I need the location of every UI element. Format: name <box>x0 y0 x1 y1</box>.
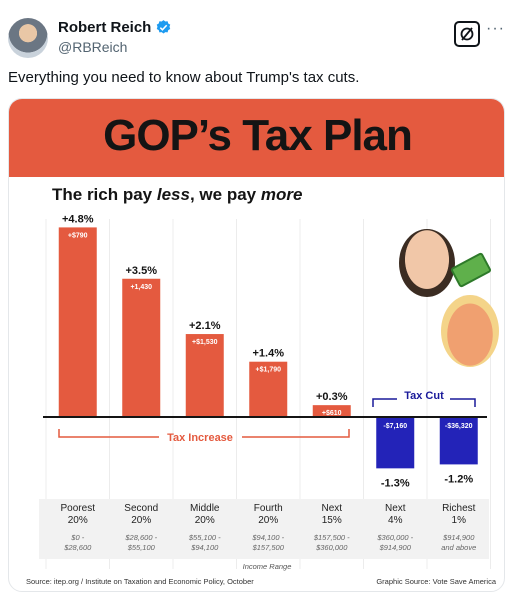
category-label: Poorest <box>61 503 96 514</box>
range-label: $914,900 <box>379 543 412 552</box>
range-label: $914,900 <box>442 533 475 542</box>
verified-badge-icon <box>155 19 172 36</box>
graphic-subtitle: The rich pay less, we pay more <box>52 185 302 205</box>
value-label: +3.5% <box>126 265 158 277</box>
value-label: -1.2% <box>444 473 473 485</box>
subtitle-part: more <box>260 185 303 204</box>
dollar-label: -$36,320 <box>445 423 473 430</box>
more-options-button[interactable]: ··· <box>486 20 505 37</box>
category-band <box>39 499 489 559</box>
category-label: 1% <box>452 515 467 526</box>
range-label: and above <box>441 543 476 552</box>
range-label: $94,100 - <box>251 533 284 542</box>
category-label: 20% <box>68 515 88 526</box>
dollar-label: +$790 <box>68 232 88 239</box>
range-label: $55,100 <box>127 543 156 552</box>
subtitle-part: The rich pay <box>52 185 157 204</box>
donald-trump-face <box>441 295 499 367</box>
bar-4 <box>312 405 351 417</box>
value-label: +0.3% <box>316 391 348 403</box>
range-label: $28,600 <box>63 543 92 552</box>
elon-musk-face <box>399 229 455 297</box>
grok-button[interactable] <box>454 21 480 47</box>
range-label: $94,100 <box>190 543 219 552</box>
x-axis-title: Income Range <box>243 562 292 571</box>
value-label: +4.8% <box>62 213 94 225</box>
category-label: Next <box>385 503 406 514</box>
value-label: -1.3% <box>381 477 410 489</box>
grok-icon <box>460 27 474 41</box>
bar-6 <box>439 417 478 465</box>
bar-1 <box>122 278 161 417</box>
dollar-label: +1,430 <box>130 284 152 291</box>
range-label: $360,000 - <box>376 533 413 542</box>
range-label: $360,000 <box>315 543 348 552</box>
handle[interactable]: @RBReich <box>58 39 128 55</box>
category-label: 20% <box>131 515 151 526</box>
display-name[interactable]: Robert Reich <box>58 19 152 36</box>
bar-0 <box>58 227 97 417</box>
category-label: 4% <box>388 515 403 526</box>
category-label: Fourth <box>254 503 283 514</box>
avatar[interactable] <box>8 18 48 58</box>
dollar-label: -$7,160 <box>383 423 407 430</box>
category-label: 20% <box>258 515 278 526</box>
range-label: $157,500 - <box>313 533 350 542</box>
name-row: Robert Reich <box>58 19 172 36</box>
dollar-label: +$1,530 <box>192 339 218 346</box>
value-label: +1.4% <box>253 348 285 360</box>
post-header: Robert Reich @RBReich ··· <box>8 16 509 60</box>
tax-increase-bracket <box>58 429 350 438</box>
bar-5 <box>376 417 415 469</box>
value-label: +2.1% <box>189 320 221 332</box>
graphic-title: GOP’s Tax Plan <box>103 111 413 160</box>
bar-3 <box>249 361 288 417</box>
dollar-label: +$610 <box>322 410 342 417</box>
post-image[interactable]: GOP’s Tax Plan The rich pay less, we pay… <box>8 98 505 592</box>
category-label: 20% <box>195 515 215 526</box>
tax-cut-label: Tax Cut <box>404 390 444 402</box>
bar-2 <box>185 334 224 417</box>
tax-increase-label: Tax Increase <box>167 432 233 444</box>
tax-cut-bracket <box>372 398 476 407</box>
graphic-source: Graphic Source: Vote Save America <box>376 577 496 586</box>
category-label: Second <box>124 503 158 514</box>
range-label: $28,600 - <box>124 533 157 542</box>
category-label: Next <box>321 503 342 514</box>
range-label: $0 - <box>70 533 84 542</box>
range-label: $55,100 - <box>188 533 221 542</box>
title-banner: GOP’s Tax Plan <box>9 99 504 177</box>
category-label: 15% <box>322 515 342 526</box>
dollar-label: +$1,790 <box>256 367 282 374</box>
category-label: Middle <box>190 503 220 514</box>
subtitle-part: , we pay <box>189 185 261 204</box>
range-label: $157,500 <box>252 543 285 552</box>
source-citation: Source: itep.org / Institute on Taxation… <box>26 577 254 586</box>
post-text: Everything you need to know about Trump'… <box>8 69 360 86</box>
category-label: Richest <box>442 503 476 514</box>
subtitle-part: less <box>156 185 190 204</box>
